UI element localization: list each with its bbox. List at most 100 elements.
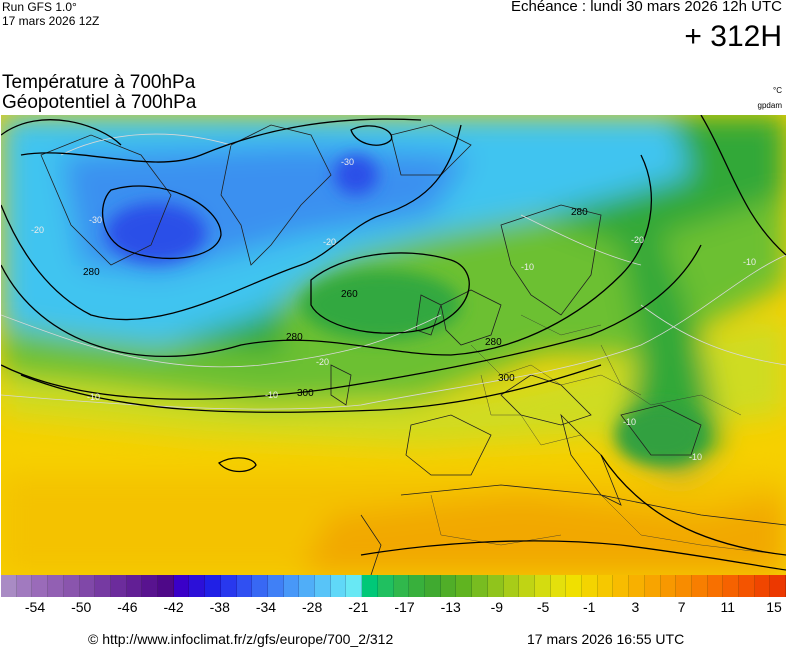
color-swatch xyxy=(597,575,614,597)
color-swatch xyxy=(566,575,583,597)
color-swatch xyxy=(613,575,630,597)
color-swatch xyxy=(691,575,708,597)
color-scale-tick-label: -13 xyxy=(440,599,461,615)
color-swatch xyxy=(754,575,771,597)
color-scale-tick-label: -46 xyxy=(117,599,138,615)
color-swatch xyxy=(346,575,363,597)
validity-time: Echéance : lundi 30 mars 2026 12h UTC xyxy=(511,0,782,15)
color-swatch xyxy=(362,575,378,597)
parameter-temperature: Température à 700hPa xyxy=(2,72,196,93)
color-swatch xyxy=(173,575,190,597)
color-swatch xyxy=(644,575,661,597)
temp-label: -10 xyxy=(521,262,534,272)
temp-label: -10 xyxy=(689,452,702,462)
color-scale-tick-label: -21 xyxy=(348,599,369,615)
temp-label: -10 xyxy=(87,392,100,402)
temp-label: -30 xyxy=(89,215,102,225)
color-swatch xyxy=(487,575,504,597)
temp-label: -30 xyxy=(341,157,354,167)
color-swatch xyxy=(330,575,347,597)
color-scale-tick-label: -50 xyxy=(71,599,92,615)
model-run-label: Run GFS 1.0° xyxy=(2,0,77,14)
color-swatch xyxy=(503,575,520,597)
color-swatch xyxy=(267,575,284,597)
temp-label: -20 xyxy=(31,225,44,235)
color-swatch xyxy=(110,575,127,597)
color-swatch xyxy=(534,575,551,597)
temp-label: -10 xyxy=(743,257,756,267)
temp-label: -10 xyxy=(623,417,636,427)
color-swatch xyxy=(142,575,159,597)
color-swatch xyxy=(16,575,33,597)
color-swatch xyxy=(550,575,567,597)
color-swatch xyxy=(220,575,237,597)
color-scale-tick-label: -42 xyxy=(163,599,184,615)
unit-temperature: °C xyxy=(773,86,782,95)
color-scale-tick-label: 15 xyxy=(766,599,782,615)
color-scale xyxy=(1,575,786,597)
color-swatch xyxy=(48,575,64,597)
color-swatch xyxy=(629,575,645,597)
color-swatch xyxy=(205,575,221,597)
geo-label: 280 xyxy=(83,267,100,278)
init-date: 17 mars 2026 12Z xyxy=(2,14,100,28)
color-scale-tick-label: -34 xyxy=(255,599,277,615)
color-scale-tick-label: -54 xyxy=(24,599,46,615)
temp-label: -20 xyxy=(316,357,329,367)
color-scale-tick-label: -5 xyxy=(536,599,550,615)
color-swatch xyxy=(189,575,206,597)
generation-date: 17 mars 2026 16:55 UTC xyxy=(527,631,685,647)
temp-label: -20 xyxy=(631,235,644,245)
color-swatch xyxy=(299,575,316,597)
color-scale-tick-label: -28 xyxy=(302,599,323,615)
geo-label: 260 xyxy=(341,289,358,300)
unit-geopotential: gpdam xyxy=(757,101,782,110)
color-swatch xyxy=(63,575,80,597)
isotherm-labels: -30 -30 -20 -20 -20 -10 -10 -10 -10 -20 … xyxy=(31,157,756,462)
geopotential-labels: 280 280 260 280 300 300 280 xyxy=(83,207,588,399)
temp-label: -10 xyxy=(265,390,278,400)
color-swatch xyxy=(95,575,111,597)
color-scale-tick-label: -9 xyxy=(490,599,504,615)
color-swatch xyxy=(126,575,143,597)
color-swatch xyxy=(252,575,268,597)
color-scale-tick-label: 7 xyxy=(677,599,686,615)
color-swatch xyxy=(1,575,17,597)
color-scale-ticks: -54 -50 -46 -42 -38 -34 -28 -21 -17 -13 -9 -5 -1 3 7 11… xyxy=(1,599,786,619)
color-swatch xyxy=(236,575,253,597)
color-swatch xyxy=(409,575,425,597)
color-scale-tick-label: 3 xyxy=(631,599,640,615)
color-swatch xyxy=(723,575,740,597)
color-swatch xyxy=(79,575,96,597)
source-url[interactable]: © http://www.infoclimat.fr/z/gfs/europe/… xyxy=(88,631,394,647)
geopotential-contours xyxy=(1,115,786,571)
weather-map[interactable]: 280 280 260 280 300 300 280 -30 -30 -20 … xyxy=(1,115,786,575)
color-swatch xyxy=(707,575,724,597)
borders xyxy=(430,314,786,556)
color-swatch xyxy=(283,575,300,597)
color-swatch xyxy=(660,575,677,597)
color-swatch xyxy=(582,575,598,597)
color-swatch xyxy=(32,575,49,597)
lead-time: + 312H xyxy=(684,20,782,53)
isotherms xyxy=(1,133,786,410)
color-scale-tick-label: -38 xyxy=(209,599,230,615)
color-swatch xyxy=(393,575,410,597)
geo-label: 300 xyxy=(498,373,515,384)
color-swatch xyxy=(424,575,441,597)
color-swatch xyxy=(440,575,457,597)
color-scale-tick-label: -17 xyxy=(394,599,415,615)
geo-label: 280 xyxy=(571,207,588,218)
color-swatch xyxy=(377,575,394,597)
color-swatch xyxy=(472,575,488,597)
color-swatch xyxy=(456,575,473,597)
color-scale-tick-label: 11 xyxy=(720,599,736,615)
geo-label: 300 xyxy=(297,388,314,399)
color-swatch xyxy=(158,575,174,597)
parameter-geopotential: Géopotentiel à 700hPa xyxy=(2,92,197,113)
geo-label: 280 xyxy=(286,332,303,343)
color-swatch xyxy=(315,575,331,597)
temp-label: -20 xyxy=(323,237,336,247)
color-swatch xyxy=(739,575,755,597)
color-swatch xyxy=(519,575,535,597)
